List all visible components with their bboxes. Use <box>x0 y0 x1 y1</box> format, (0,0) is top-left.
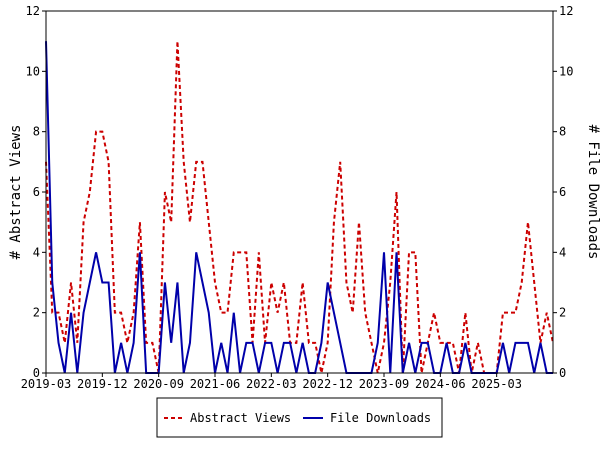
right-y-tick-label: 4 <box>559 245 566 259</box>
series-line-abstract-views <box>45 41 554 374</box>
left-y-tick-label: 6 <box>33 185 40 199</box>
x-tick-label: 2022-12 <box>302 377 353 391</box>
legend: Abstract Views File Downloads <box>156 397 443 438</box>
left-axis-title: # Abstract Views <box>8 125 24 260</box>
axis-ticks-group: 0 0 2 2 4 4 6 6 8 8 10 10 12 12 2019-03 2019-12 2020-09 2… <box>21 4 574 391</box>
left-y-tick-label: 10 <box>26 64 40 78</box>
right-y-tick-label: 2 <box>559 306 566 320</box>
right-y-tick-label: 8 <box>559 125 566 139</box>
legend-box <box>156 397 443 438</box>
x-tick-label: 2021-06 <box>190 377 241 391</box>
series-line-file-downloads <box>45 41 553 374</box>
x-tick-label: 2019-03 <box>21 377 72 391</box>
left-y-tick-label: 8 <box>33 125 40 139</box>
x-tick-label: 2019-12 <box>77 377 128 391</box>
plot-series-group <box>45 41 554 374</box>
x-tick-label: 2022-03 <box>246 377 297 391</box>
left-y-tick-label: 4 <box>33 245 40 259</box>
legend-label-file-downloads: File Downloads <box>330 411 431 425</box>
right-y-tick-label: 10 <box>559 64 573 78</box>
left-y-tick-label: 0 <box>33 366 40 380</box>
x-tick-label: 2025-03 <box>471 377 522 391</box>
x-tick-label: 2023-09 <box>359 377 410 391</box>
right-y-tick-label: 0 <box>559 366 566 380</box>
legend-label-abstract-views: Abstract Views <box>190 411 291 425</box>
left-y-tick-label: 12 <box>26 4 40 18</box>
x-tick-label: 2020-09 <box>133 377 184 391</box>
left-y-tick-label: 2 <box>33 306 40 320</box>
right-y-tick-label: 12 <box>559 4 573 18</box>
right-y-tick-label: 6 <box>559 185 566 199</box>
x-tick-label: 2024-06 <box>415 377 466 391</box>
right-axis-title: # File Downloads <box>585 125 600 260</box>
